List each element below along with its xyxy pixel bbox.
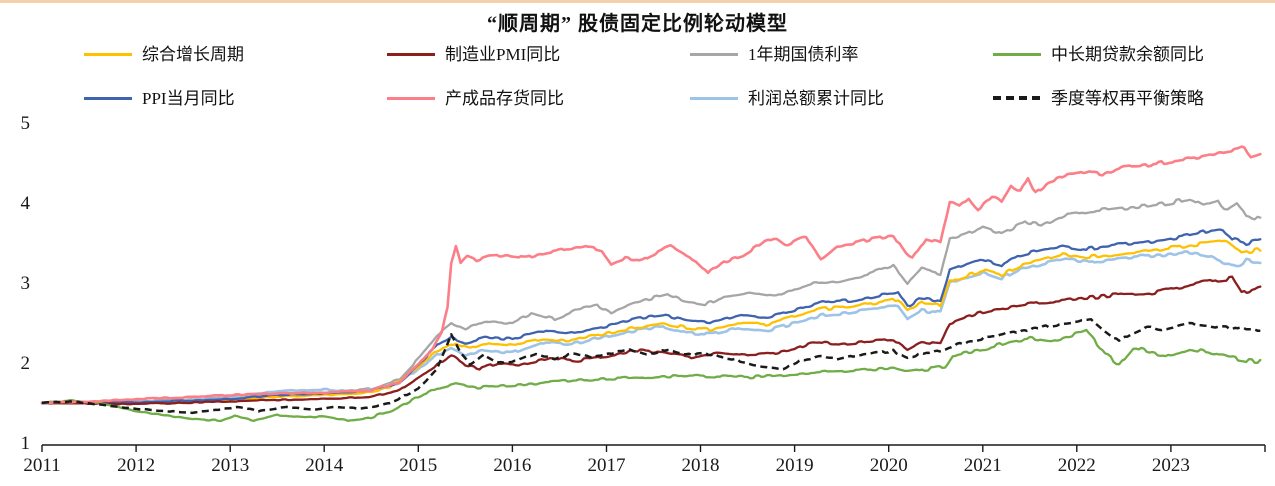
legend-label-total-profit-cumulative-yoy: 利润总额累计同比: [748, 88, 884, 108]
legend-item-quarterly-equal-weight-rebalance: 季度等权再平衡策略: [993, 88, 1275, 108]
legend-swatch-quarterly-equal-weight-rebalance: [993, 96, 1041, 100]
y-tick-label: 1: [21, 433, 31, 454]
x-tick-label: 2015: [399, 455, 437, 476]
series-line-2: [40, 197, 1262, 405]
x-tick-label: 2016: [493, 455, 531, 476]
series-line-6: [40, 250, 1262, 405]
legend-label-treasury-1y-rate: 1年期国债利率: [748, 44, 859, 64]
legend-label-quarterly-equal-weight-rebalance: 季度等权再平衡策略: [1051, 88, 1204, 108]
legend-swatch-ppi-monthly-yoy: [84, 96, 132, 100]
y-tick-label: 5: [21, 113, 31, 134]
legend-item-manufacturing-pmi-yoy: 制造业PMI同比: [387, 44, 690, 64]
legend-label-finished-goods-inventory-yoy: 产成品存货同比: [445, 88, 564, 108]
legend-item-ppi-monthly-yoy: PPI当月同比: [84, 88, 387, 108]
series-line-5: [40, 145, 1262, 405]
x-axis: [41, 444, 1266, 452]
legend-item-treasury-1y-rate: 1年期国债利率: [690, 44, 993, 64]
legend-item-mlt-loan-balance-yoy: 中长期贷款余额同比: [993, 44, 1275, 64]
series-line-1: [40, 275, 1262, 406]
legend-label-mlt-loan-balance-yoy: 中长期贷款余额同比: [1051, 44, 1204, 64]
x-tick-label: 2020: [870, 455, 908, 476]
legend-label-ppi-monthly-yoy: PPI当月同比: [142, 88, 235, 108]
x-tick-label: 2011: [23, 455, 60, 476]
y-tick-label: 2: [21, 353, 31, 374]
x-tick-label: 2023: [1152, 455, 1190, 476]
x-axis-tick-labels: 2011 2012 2013 2014 2015 2016 2017 2018 2019 2020…: [23, 455, 1190, 476]
chart-legend: 综合增长周期 制造业PMI同比 1年期国债利率 中长期贷款余额同比 PPI当月同…: [84, 44, 1275, 108]
series-line-4: [40, 228, 1262, 405]
x-tick-label: 2012: [117, 455, 155, 476]
x-tick-label: 2014: [305, 455, 344, 476]
legend-label-composite-growth-cycle: 综合增长周期: [142, 44, 244, 64]
series-line-7: [41, 317, 1261, 415]
legend-swatch-total-profit-cumulative-yoy: [690, 96, 738, 100]
legend-swatch-mlt-loan-balance-yoy: [993, 52, 1041, 56]
x-tick-label: 2019: [776, 455, 814, 476]
top-border-strip: [0, 0, 1275, 3]
legend-item-total-profit-cumulative-yoy: 利润总额累计同比: [690, 88, 993, 108]
x-tick-label: 2017: [588, 455, 626, 476]
x-tick-label: 2013: [211, 455, 249, 476]
y-tick-label: 3: [21, 273, 31, 294]
legend-label-manufacturing-pmi-yoy: 制造业PMI同比: [445, 44, 561, 64]
y-tick-label: 4: [21, 193, 31, 214]
legend-swatch-finished-goods-inventory-yoy: [387, 96, 435, 100]
legend-swatch-treasury-1y-rate: [690, 52, 738, 56]
legend-swatch-composite-growth-cycle: [84, 52, 132, 56]
chart-title: “顺周期” 股债固定比例轮动模型: [487, 13, 788, 35]
legend-item-composite-growth-cycle: 综合增长周期: [84, 44, 387, 64]
x-tick-label: 2018: [682, 455, 720, 476]
legend-swatch-manufacturing-pmi-yoy: [387, 52, 435, 56]
series-line-3: [40, 328, 1262, 423]
legend-item-finished-goods-inventory-yoy: 产成品存货同比: [387, 88, 690, 108]
x-tick-label: 2021: [964, 455, 1002, 476]
y-axis-tick-labels: 1 2 3 4 5: [21, 113, 31, 454]
x-tick-label: 2022: [1058, 455, 1096, 476]
